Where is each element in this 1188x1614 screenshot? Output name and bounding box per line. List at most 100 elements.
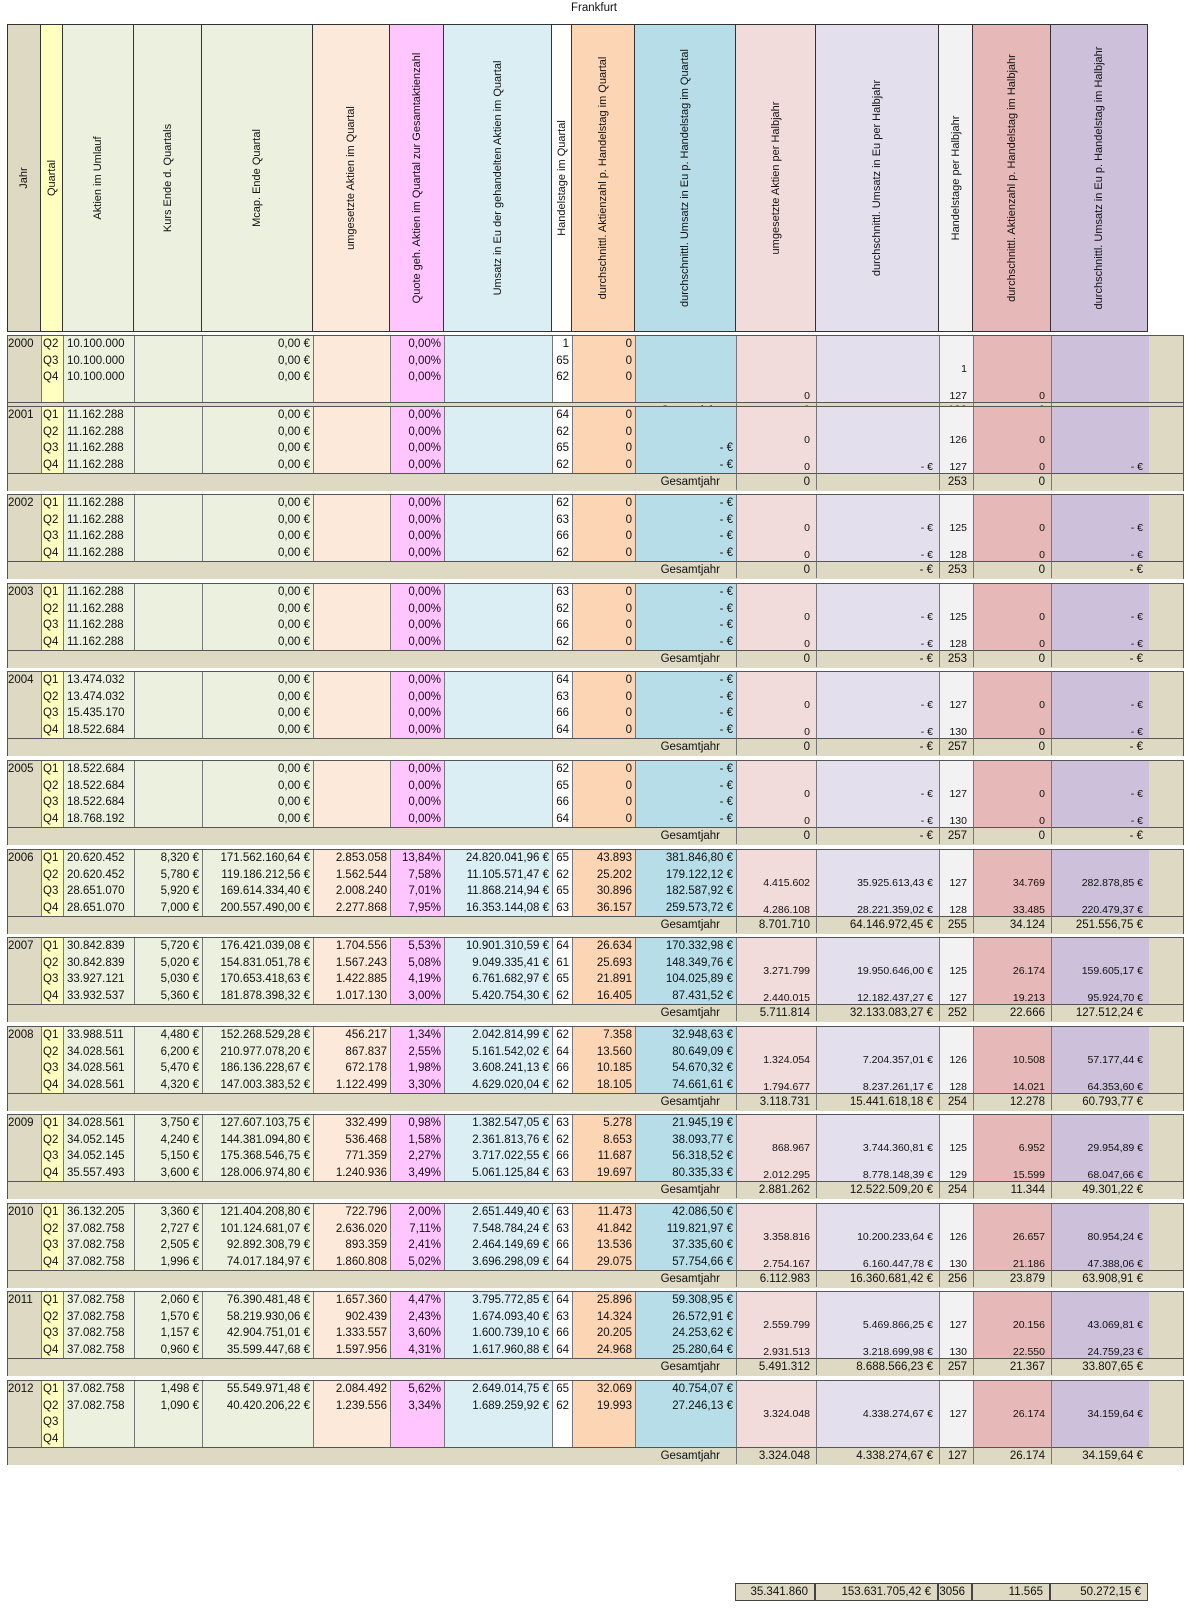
cell-mcap: 119.186.212,56 € bbox=[221, 868, 310, 881]
year-total-bar bbox=[8, 1358, 1183, 1376]
cell-umg: 1.597.956 bbox=[335, 1343, 387, 1356]
cell-avg_sh: 19.697 bbox=[596, 1166, 632, 1179]
cell-mcap: 0,00 € bbox=[278, 763, 310, 775]
column-cells bbox=[1051, 336, 1149, 402]
cell-quote: 4,31% bbox=[408, 1343, 441, 1356]
quarter-label: Q1 bbox=[43, 1206, 59, 1218]
cell-mcap: 186.136.228,67 € bbox=[220, 1062, 310, 1074]
quarter-label: Q2 bbox=[43, 425, 59, 438]
cell-ht: 1 bbox=[562, 338, 569, 350]
cell-avg_eu: - € bbox=[719, 763, 733, 775]
quarter-label: Q4 bbox=[43, 371, 59, 383]
half-year-2-a: 2.754.167 bbox=[763, 1257, 810, 1270]
year-total-cell bbox=[1051, 1358, 1149, 1375]
column-cells bbox=[816, 1204, 939, 1270]
column-header: durchschnittl. Umsatz in Eu p. Handelsta… bbox=[634, 24, 735, 332]
column-cells bbox=[1051, 761, 1149, 827]
quarter-label: Q4 bbox=[43, 901, 59, 914]
gesamtjahr-label: Gesamtjahr bbox=[660, 919, 720, 931]
cell-umsatz bbox=[444, 705, 549, 722]
cell-mcap: 0,00 € bbox=[278, 602, 310, 615]
quarter-label: Q4 bbox=[43, 989, 59, 1002]
year-label: 2009 bbox=[8, 1117, 34, 1129]
cell-avg_sh: 7.358 bbox=[603, 1029, 632, 1041]
year-total-c: 254 bbox=[947, 1184, 967, 1196]
cell-shares: 35.557.493 bbox=[67, 1166, 125, 1179]
column-header-label: Quote geh. Aktien im Quartal zur Gesamta… bbox=[410, 52, 423, 304]
year-total-cell bbox=[1051, 1093, 1149, 1110]
cell-avg_eu: 38.093,77 € bbox=[672, 1133, 733, 1146]
half-year-1-e: - € bbox=[1130, 698, 1143, 711]
cell-ht: 62 bbox=[556, 371, 569, 383]
half-year-1-d: 26.174 bbox=[1012, 964, 1045, 977]
cell-umsatz: 1.600.739,10 € bbox=[472, 1327, 549, 1339]
half-year-2-a: 2.440.015 bbox=[763, 991, 810, 1004]
cell-umg bbox=[313, 528, 387, 545]
half-year-1-a: 0 bbox=[804, 698, 810, 711]
column-cells bbox=[63, 1381, 134, 1447]
year-total-a: 5.491.312 bbox=[758, 1361, 810, 1373]
cell-mcap: 0,00 € bbox=[278, 707, 310, 719]
half-year-2-a: 0 bbox=[804, 637, 810, 650]
year-label: 2000 bbox=[8, 338, 34, 350]
cell-umsatz bbox=[444, 424, 549, 441]
column-cells bbox=[816, 495, 939, 561]
column-cells bbox=[973, 1027, 1051, 1093]
cell-ht: 66 bbox=[556, 1327, 569, 1339]
column-cells bbox=[816, 1027, 939, 1093]
half-year-1-d: 34.769 bbox=[1012, 876, 1045, 889]
column-cells bbox=[63, 1292, 134, 1358]
cell-avg_sh: 36.157 bbox=[596, 901, 632, 914]
column-cells bbox=[572, 1292, 635, 1358]
cell-umsatz: 2.464.149,69 € bbox=[472, 1239, 549, 1251]
cell-mcap: 92.892.308,79 € bbox=[226, 1239, 310, 1251]
year-label: 2004 bbox=[8, 674, 34, 686]
cell-mcap: 176.421.039,08 € bbox=[220, 940, 310, 952]
cell-shares: 37.082.758 bbox=[67, 1310, 125, 1323]
cell-quote: 0,00% bbox=[408, 796, 441, 808]
grand-total-d: 11.565 bbox=[1008, 1586, 1043, 1598]
year-total-d: 0 bbox=[1038, 653, 1045, 665]
year-total-a: 6.112.983 bbox=[759, 1273, 810, 1285]
cell-umsatz: 3.608.241,13 € bbox=[472, 1062, 549, 1074]
year-block: 2005 Q1 18.522.684 0,00 € 0,00% 62 0 - € Q2 18.52… bbox=[7, 760, 1184, 845]
cell-ht: 62 bbox=[556, 1078, 569, 1091]
cell-umg: 1.239.556 bbox=[335, 1399, 387, 1412]
cell-quote: 0,98% bbox=[408, 1117, 441, 1129]
cell-quote: 5,53% bbox=[408, 940, 441, 952]
half-year-1-b: 5.469.866,25 € bbox=[862, 1318, 933, 1331]
column-cells bbox=[552, 1292, 572, 1358]
year-total-cell bbox=[736, 561, 816, 578]
cell-kurs: 4,240 € bbox=[160, 1133, 199, 1146]
half-year-2-a: 4.286.108 bbox=[763, 903, 810, 916]
cell-quote: 2,55% bbox=[408, 1045, 441, 1058]
year-total-a: 0 bbox=[803, 476, 810, 488]
cell-umg bbox=[313, 761, 387, 778]
cell-umg: 1.562.544 bbox=[335, 868, 387, 881]
cell-avg_sh: 0 bbox=[625, 586, 632, 598]
column-cells bbox=[635, 1381, 736, 1447]
year-total-d: 26.174 bbox=[1009, 1450, 1045, 1462]
year-total-cell bbox=[973, 827, 1051, 844]
cell-mcap: 0,00 € bbox=[278, 338, 310, 350]
half-year-2-b bbox=[816, 1433, 933, 1450]
column-header: durchschnittl. Umsatz in Eu p. Handelsta… bbox=[1050, 24, 1148, 332]
cell-kurs bbox=[134, 336, 199, 353]
year-label: 2008 bbox=[8, 1029, 34, 1041]
half-year-1-e: 57.177,44 € bbox=[1087, 1053, 1143, 1066]
half-year-2-c: 127 bbox=[949, 991, 967, 1004]
cell-ht: 61 bbox=[556, 956, 569, 969]
cell-shares: 33.927.121 bbox=[67, 973, 125, 985]
column-cells bbox=[202, 1027, 313, 1093]
half-year-1-d: 20.156 bbox=[1012, 1318, 1045, 1331]
cell-kurs: 2,060 € bbox=[160, 1294, 199, 1306]
column-cells bbox=[635, 850, 736, 916]
cell-umsatz bbox=[444, 634, 549, 651]
cell-mcap: 0,00 € bbox=[278, 425, 310, 438]
year-total-bar bbox=[8, 473, 1183, 491]
half-year-2-d bbox=[973, 1433, 1045, 1450]
cell-mcap: 128.006.974,80 € bbox=[220, 1166, 310, 1179]
cell-ht: 62 bbox=[556, 1133, 569, 1146]
cell-avg_eu: - € bbox=[719, 458, 733, 471]
half-year-2-a bbox=[736, 1433, 810, 1450]
